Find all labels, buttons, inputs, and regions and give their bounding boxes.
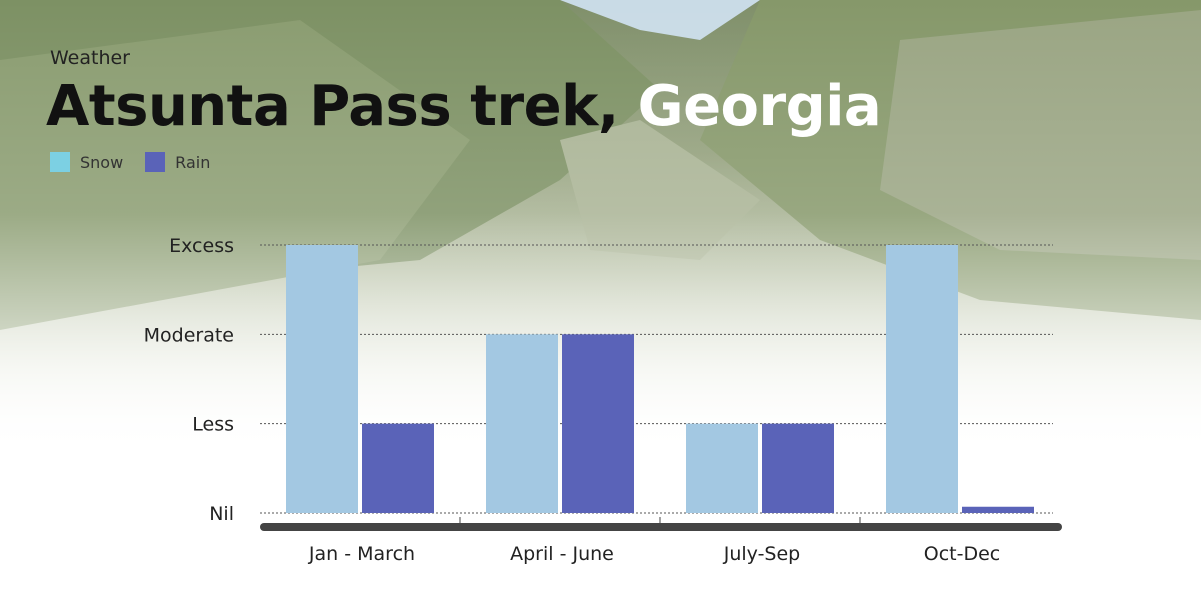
bar-rain-2 (762, 423, 834, 513)
legend-item-snow: Snow (50, 152, 123, 172)
bar-snow-3 (886, 245, 958, 513)
bar-snow-2 (686, 423, 758, 513)
chart-legend: Snow Rain (50, 152, 232, 172)
legend-label-rain: Rain (175, 152, 211, 172)
bar-rain-0 (362, 423, 434, 513)
y-tick-label: Excess (169, 235, 234, 257)
page-title: Atsunta Pass trek, Georgia (46, 74, 882, 139)
legend-swatch-snow (50, 152, 70, 172)
x-tick-label: Oct-Dec (924, 543, 1000, 565)
x-tick-label: April - June (510, 543, 614, 565)
x-tick-label: July-Sep (723, 543, 801, 565)
bar-rain-1 (562, 334, 634, 513)
y-tick-label: Less (192, 414, 234, 436)
title-main: Atsunta Pass trek, (46, 74, 619, 139)
bar-rain-3 (962, 506, 1034, 513)
x-tick-label: Jan - March (308, 543, 415, 565)
y-tick-label: Moderate (144, 324, 234, 346)
legend-item-rain: Rain (145, 152, 210, 172)
bar-snow-0 (286, 245, 358, 513)
title-highlight: Georgia (637, 74, 882, 139)
bar-snow-1 (486, 334, 558, 513)
legend-swatch-rain (145, 152, 166, 172)
header-kicker: Weather (50, 47, 130, 69)
legend-label-snow: Snow (80, 152, 124, 172)
y-tick-label: Nil (209, 503, 234, 525)
